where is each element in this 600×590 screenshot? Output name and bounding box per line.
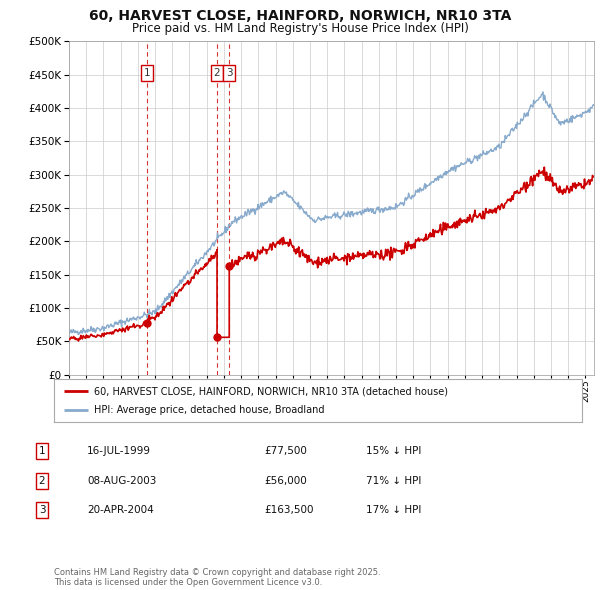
Text: HPI: Average price, detached house, Broadland: HPI: Average price, detached house, Broa…: [94, 405, 324, 415]
Text: 17% ↓ HPI: 17% ↓ HPI: [366, 506, 421, 515]
Text: 08-AUG-2003: 08-AUG-2003: [87, 476, 157, 486]
Text: 1: 1: [144, 68, 151, 78]
Text: 71% ↓ HPI: 71% ↓ HPI: [366, 476, 421, 486]
Text: 2: 2: [38, 476, 46, 486]
Text: Price paid vs. HM Land Registry's House Price Index (HPI): Price paid vs. HM Land Registry's House …: [131, 22, 469, 35]
Text: 2: 2: [214, 68, 220, 78]
Text: 15% ↓ HPI: 15% ↓ HPI: [366, 447, 421, 456]
Text: £163,500: £163,500: [264, 506, 314, 515]
Text: 1: 1: [38, 447, 46, 456]
Text: 3: 3: [38, 506, 46, 515]
Text: 60, HARVEST CLOSE, HAINFORD, NORWICH, NR10 3TA: 60, HARVEST CLOSE, HAINFORD, NORWICH, NR…: [89, 9, 511, 23]
Text: 3: 3: [226, 68, 233, 78]
Text: 60, HARVEST CLOSE, HAINFORD, NORWICH, NR10 3TA (detached house): 60, HARVEST CLOSE, HAINFORD, NORWICH, NR…: [94, 386, 448, 396]
Text: 16-JUL-1999: 16-JUL-1999: [87, 447, 151, 456]
Text: Contains HM Land Registry data © Crown copyright and database right 2025.
This d: Contains HM Land Registry data © Crown c…: [54, 568, 380, 587]
Text: £56,000: £56,000: [264, 476, 307, 486]
Text: 20-APR-2004: 20-APR-2004: [87, 506, 154, 515]
Text: £77,500: £77,500: [264, 447, 307, 456]
